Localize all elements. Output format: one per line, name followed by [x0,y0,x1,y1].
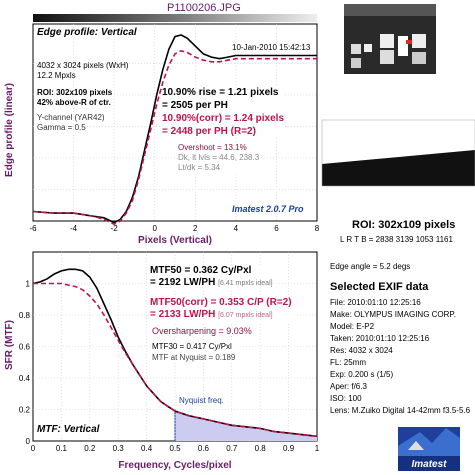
logo-text: Imatest [411,459,447,470]
mtf-ytick-label: 0.8 [19,311,31,320]
roi-size: ROI: 302x109 pixels [37,88,113,97]
edge-xlabel: Pixels (Vertical) [138,235,212,246]
roi-lrtb: L R T B = 2838 3139 1053 1161 [340,235,453,244]
mtf-xtick-label: 0.4 [141,444,153,453]
channel-text: Y-channel (YAR42) [37,113,105,122]
exif-aper: Aper: f/6.3 [330,382,367,391]
edge-info-lines: 4032 x 3024 pixels (WxH) 12.2 Mpxls [37,61,129,81]
mtf50-block: MTF50 = 0.362 Cy/Pxl = 2192 LW/PH [6.41 … [150,265,273,290]
mtf-ytick-label: 0 [26,437,31,446]
exif-title: Selected EXIF data [330,281,429,293]
exif-make: Make: OLYMPUS IMAGING CORP. [330,310,456,319]
imatest-logo: Imatest [398,427,460,471]
mtf-ytick-label: 0.6 [19,343,31,352]
version-text: Imatest 2.0.7 Pro [232,204,304,214]
rise-line-1: 10.90% rise = 1.21 pixels [162,87,279,98]
roi-title: ROI: 302x109 pixels [352,219,456,231]
exif-model: Model: E-P2 [330,322,375,331]
exif-res: Res: 4032 x 3024 [330,346,393,355]
mtf-series [32,268,318,438]
mtf-heading: MTF: Vertical [37,424,100,435]
mtf-xlabel: Frequency, Cycles/pixel [118,460,231,471]
mtf-xtick-label: 0.5 [169,444,181,453]
mtf50c-block: MTF50(corr) = 0.353 C/P (R=2) = 2133 LW/… [150,297,292,322]
dk-lt-text: Dk, lt lvls = 44.6, 238.3 [178,153,260,162]
mtf50c-ideal: [6.07 mpxls ideal] [218,312,273,319]
mtf30-line: MTF30 = 0.417 Cy/Pxl [152,342,232,351]
edge-xtick-label: 6 [274,224,279,233]
exif-file: File: 2010:01:10 12:25:16 [330,298,421,307]
mtf-ytick-label: 0.4 [19,374,31,383]
mtf-xtick-label: 0.8 [255,444,267,453]
edge-roi-info: ROI: 302x109 pixels 42% above-R of ctr. [37,88,112,108]
rise-line-2: = 2505 per PH [162,100,228,111]
exif-exp: Exp: 0.200 s (1/5) [330,370,394,379]
mtf-xtick-label: 0.9 [283,444,295,453]
exif-taken: Taken: 2010:01:10 12:25:16 [330,334,430,343]
nyquist-fill [175,411,317,441]
mtf-ticks: 0 0.1 0.2 0.3 0.4 0.5 0.6 0.7 0.8 0.9 1 0 0.2 0.4 0.6 0… [19,280,320,454]
mtf-corrected-series-line [33,282,318,438]
edge-xtick-label: -2 [111,224,119,233]
mtf30-block: MTF30 = 0.417 Cy/Pxl MTF at Nyquist = 0.… [152,341,236,363]
rise-corr-line-1: 10.90%(corr) = 1.24 pixels [162,113,285,124]
mtf-ytick-label: 0.2 [19,406,31,415]
mtf50c-line: MTF50(corr) = 0.353 C/P (R=2) [150,297,292,308]
rise-corr-line-2: = 2448 per PH (R=2) [162,126,256,137]
gray-scale-bar [33,14,317,22]
roi-location: 42% above-R of ctr. [37,98,111,107]
edge-ylabel: Edge profile (linear) [4,83,15,177]
rise-block: 10.90% rise = 1.21 pixels = 2505 per PH … [162,86,285,138]
mtf-xtick-label: 0.6 [198,444,210,453]
mtf50-line: MTF50 = 0.362 Cy/Pxl [150,265,252,276]
edge-date: 10-Jan-2010 15:42:13 [232,43,311,52]
mtf-xtick-label: 0.7 [226,444,238,453]
nyquist-label: Nyquist freq. [179,396,224,405]
gamma-text: Gamma = 0.5 [37,123,86,132]
edge-ticks: -6 -4 -2 0 2 4 6 8 [29,224,319,233]
edge-xtick-label: -6 [29,224,37,233]
ltdk-text: Lt/dk = 5.34 [178,163,221,172]
mtf50-lw: = 2192 LW/PH [150,277,216,288]
mtf-xtick-label: 0.1 [56,444,68,453]
info-dimensions: 4032 x 3024 pixels (WxH) [37,61,129,70]
info-mpxls: 12.2 Mpxls [37,71,76,80]
exif-lens: Lens: M.Zuiko Digital 14-42mm f3.5-5.6 [330,406,471,415]
roi-thumbnail [344,4,436,74]
mtf-ytick-label: 1 [26,280,31,289]
nyquist-mtf-line: MTF at Nyquist = 0.189 [152,353,236,362]
edge-raw-series-line [32,34,317,224]
edge-xtick-label: 2 [193,224,198,233]
mtf-xtick-label: 0.2 [84,444,96,453]
edge-xtick-label: 8 [315,224,320,233]
edge-heading: Edge profile: Vertical [37,27,137,38]
mtf50c-lw-line: = 2133 LW/PH [6.07 mpxls ideal] [150,309,292,322]
mtf-xtick-label: 1 [315,444,320,453]
oversharpening-text: Oversharpening = 9.03% [152,326,252,336]
edge-xtick-label: -4 [70,224,78,233]
edge-xtick-label: 0 [152,224,157,233]
exif-fl: FL: 25mm [330,358,367,367]
overshoot-block: Overshoot = 13.1% Dk, lt lvls = 44.6, 23… [178,143,260,173]
edge-xtick-label: 4 [234,224,239,233]
exif-iso: ISO: 100 [330,394,362,403]
overshoot-text: Overshoot = 13.1% [178,143,247,152]
mtf-xtick-label: 0.3 [113,444,125,453]
edge-crop-image [321,119,475,187]
mtf-xtick-label: 0 [31,444,36,453]
exif-list: File: 2010:01:10 12:25:16 Make: OLYMPUS … [330,297,470,417]
edge-channel-info: Y-channel (YAR42) Gamma = 0.5 [37,113,105,133]
edge-angle: Edge angle = 5.2 degs [330,262,411,271]
edge-series [32,34,317,226]
mtf50-ideal: [6.41 mpxls ideal] [218,280,273,287]
mtf50-lw-line: = 2192 LW/PH [6.41 mpxls ideal] [150,277,273,290]
mtf50c-lw: = 2133 LW/PH [150,309,216,320]
figure-title: P1100206.JPG [167,2,241,14]
mtf-ylabel: SFR (MTF) [4,320,15,370]
